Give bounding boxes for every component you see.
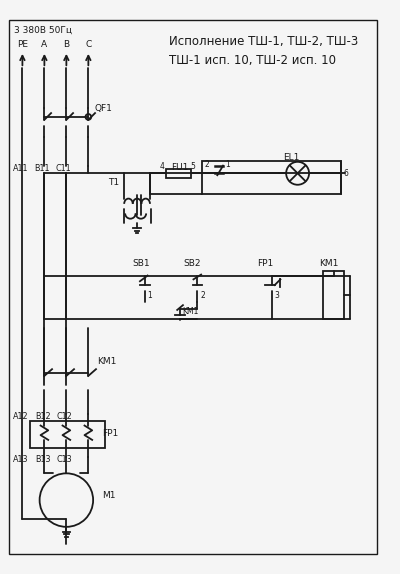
Text: M1: M1 <box>102 491 115 500</box>
Text: 3 380В 50Гц: 3 380В 50Гц <box>14 25 72 34</box>
Text: B: B <box>63 40 70 49</box>
Text: T1: T1 <box>108 179 120 187</box>
Text: A11: A11 <box>13 164 28 173</box>
Text: A12: A12 <box>13 413 28 421</box>
Text: QF1: QF1 <box>94 104 112 113</box>
Text: 2: 2 <box>205 160 210 169</box>
Text: PE: PE <box>17 40 28 49</box>
Text: A13: A13 <box>13 455 28 464</box>
Bar <box>202 161 341 195</box>
Text: KM1: KM1 <box>182 307 198 316</box>
Text: 1: 1 <box>148 291 152 300</box>
Text: KM1: KM1 <box>97 357 116 366</box>
Text: EL1: EL1 <box>283 153 300 162</box>
Bar <box>166 169 190 178</box>
Text: 6: 6 <box>344 169 348 178</box>
Text: C12: C12 <box>57 413 72 421</box>
Text: Исполнение ТШ-1, ТШ-2, ТШ-3: Исполнение ТШ-1, ТШ-2, ТШ-3 <box>169 35 358 48</box>
Text: B11: B11 <box>34 164 49 173</box>
Text: FU1: FU1 <box>172 163 189 172</box>
Text: 3: 3 <box>275 291 280 300</box>
Text: 5: 5 <box>190 162 195 171</box>
Text: 1: 1 <box>225 160 230 169</box>
Text: A: A <box>41 40 48 49</box>
Text: 2: 2 <box>200 291 205 300</box>
Bar <box>324 271 344 319</box>
Text: FP1: FP1 <box>102 429 118 438</box>
Text: KM1: KM1 <box>320 259 339 267</box>
Text: FP1: FP1 <box>258 259 274 267</box>
Text: ТШ-1 исп. 10, ТШ-2 исп. 10: ТШ-1 исп. 10, ТШ-2 исп. 10 <box>169 54 336 67</box>
Text: B12: B12 <box>35 413 50 421</box>
Text: C: C <box>85 40 92 49</box>
Text: C13: C13 <box>57 455 72 464</box>
Text: 4: 4 <box>160 162 164 171</box>
Text: SB1: SB1 <box>132 259 150 267</box>
Text: SB2: SB2 <box>183 259 200 267</box>
Text: B13: B13 <box>35 455 50 464</box>
Bar <box>30 421 104 448</box>
Text: C11: C11 <box>56 164 72 173</box>
